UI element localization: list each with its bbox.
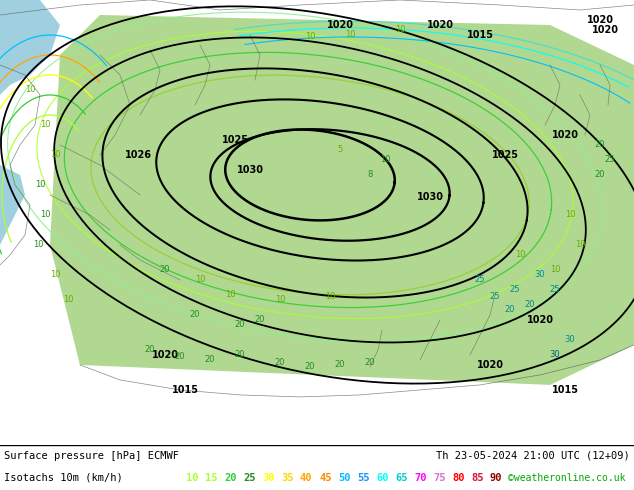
Text: 10: 10 xyxy=(49,150,60,159)
Text: 1020: 1020 xyxy=(592,25,619,35)
Text: 25: 25 xyxy=(550,286,560,294)
Text: 10: 10 xyxy=(565,211,575,220)
Text: 15: 15 xyxy=(205,473,217,483)
Text: 20: 20 xyxy=(160,266,171,274)
Text: 70: 70 xyxy=(414,473,427,483)
Text: 85: 85 xyxy=(471,473,484,483)
Text: 10: 10 xyxy=(33,241,43,249)
Text: 25: 25 xyxy=(510,286,521,294)
Text: 10: 10 xyxy=(305,32,315,42)
Text: 1015: 1015 xyxy=(552,385,578,395)
Text: 20: 20 xyxy=(235,350,245,360)
Text: 20: 20 xyxy=(275,358,285,368)
Text: ©weatheronline.co.uk: ©weatheronline.co.uk xyxy=(508,473,626,483)
Text: 60: 60 xyxy=(376,473,389,483)
Text: 10: 10 xyxy=(515,250,525,259)
Text: 55: 55 xyxy=(357,473,370,483)
Text: 20: 20 xyxy=(175,352,185,362)
Text: 20: 20 xyxy=(235,320,245,329)
Text: 20: 20 xyxy=(145,345,155,354)
Text: 1025: 1025 xyxy=(491,150,519,160)
Text: 20: 20 xyxy=(190,311,200,319)
Text: 8: 8 xyxy=(367,171,373,179)
Text: 25: 25 xyxy=(243,473,256,483)
Text: 1020: 1020 xyxy=(327,20,354,30)
Text: 1030: 1030 xyxy=(417,192,444,202)
Text: 20: 20 xyxy=(305,363,315,371)
Text: 10: 10 xyxy=(49,270,60,279)
Polygon shape xyxy=(50,15,634,385)
Text: 10: 10 xyxy=(275,295,285,304)
Polygon shape xyxy=(0,0,60,95)
Text: 1020: 1020 xyxy=(427,20,453,30)
Text: Th 23-05-2024 21:00 UTC (12+09): Th 23-05-2024 21:00 UTC (12+09) xyxy=(436,451,630,461)
Text: 20: 20 xyxy=(255,316,265,324)
Text: 10: 10 xyxy=(224,291,235,299)
Text: 10: 10 xyxy=(380,155,391,165)
Text: 5: 5 xyxy=(337,146,342,154)
Text: 25: 25 xyxy=(605,155,615,165)
Text: 30: 30 xyxy=(550,350,560,360)
Text: 10: 10 xyxy=(195,275,205,285)
Text: 25: 25 xyxy=(475,275,485,285)
Text: 75: 75 xyxy=(433,473,446,483)
Text: 30: 30 xyxy=(262,473,275,483)
Text: 20: 20 xyxy=(335,361,346,369)
Text: 35: 35 xyxy=(281,473,294,483)
Text: 10: 10 xyxy=(325,293,335,301)
Text: 20: 20 xyxy=(365,358,375,368)
Text: 10: 10 xyxy=(40,211,50,220)
Text: 10: 10 xyxy=(25,85,36,95)
Text: 20: 20 xyxy=(595,171,605,179)
Text: 1025: 1025 xyxy=(221,135,249,145)
Text: 1030: 1030 xyxy=(236,165,264,175)
Text: Surface pressure [hPa] ECMWF: Surface pressure [hPa] ECMWF xyxy=(4,451,179,461)
Text: 10: 10 xyxy=(35,180,45,190)
Text: 40: 40 xyxy=(300,473,313,483)
Text: 1015: 1015 xyxy=(172,385,198,395)
Text: 65: 65 xyxy=(395,473,408,483)
Text: 10: 10 xyxy=(550,266,560,274)
Text: 10: 10 xyxy=(395,25,405,34)
Text: Isotachs 10m (km/h): Isotachs 10m (km/h) xyxy=(4,473,123,483)
Text: 80: 80 xyxy=(452,473,465,483)
Text: 10: 10 xyxy=(575,241,585,249)
Text: 20: 20 xyxy=(525,300,535,310)
Text: 1020: 1020 xyxy=(586,15,614,25)
Text: 20: 20 xyxy=(224,473,236,483)
Text: 90: 90 xyxy=(490,473,503,483)
Text: 20: 20 xyxy=(595,141,605,149)
Text: 1020: 1020 xyxy=(552,130,578,140)
Text: 1026: 1026 xyxy=(124,150,152,160)
Text: 25: 25 xyxy=(489,293,500,301)
Text: 1020: 1020 xyxy=(526,315,553,325)
Text: 20: 20 xyxy=(205,355,216,365)
Text: 1015: 1015 xyxy=(467,30,493,40)
Polygon shape xyxy=(0,165,25,245)
Text: 10: 10 xyxy=(186,473,198,483)
Text: 1020: 1020 xyxy=(152,350,179,360)
Text: 20: 20 xyxy=(505,305,515,315)
Text: 1020: 1020 xyxy=(477,360,503,370)
Text: 10: 10 xyxy=(40,121,50,129)
Text: 30: 30 xyxy=(565,336,575,344)
Text: 10: 10 xyxy=(63,295,74,304)
Text: 30: 30 xyxy=(534,270,545,279)
Text: 10: 10 xyxy=(345,30,355,40)
Text: 45: 45 xyxy=(319,473,332,483)
Text: 50: 50 xyxy=(338,473,351,483)
